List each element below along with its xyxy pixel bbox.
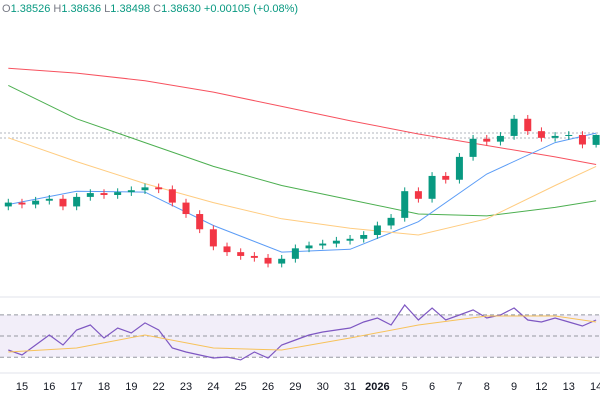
x-tick-label: 30 <box>317 381 329 393</box>
candle-body <box>565 134 573 136</box>
candle-body <box>264 257 272 264</box>
candle-body <box>537 131 545 138</box>
x-tick-label: 23 <box>180 381 192 393</box>
candle-body <box>346 238 354 241</box>
candle-body <box>196 214 204 230</box>
ohlc-label: L <box>104 3 110 15</box>
candle-body <box>291 248 299 259</box>
ohlc-value: 1.38526 <box>11 3 51 15</box>
ohlc-value: 1.38630 <box>161 3 201 15</box>
ohlc-label: H <box>53 3 61 15</box>
indicator-line <box>8 315 597 353</box>
ohlc-label: C <box>153 3 161 15</box>
candle-body <box>414 191 422 199</box>
x-tick-label: 26 <box>262 381 274 393</box>
candle-body <box>141 187 149 191</box>
candle-body <box>209 229 217 247</box>
moving-average <box>8 137 597 236</box>
candle-body <box>319 243 327 246</box>
band-fill <box>0 314 600 358</box>
x-tick-label: 22 <box>153 381 165 393</box>
x-tick-label: 17 <box>71 381 83 393</box>
candle-body <box>455 156 463 180</box>
x-tick-label: 8 <box>484 381 490 393</box>
x-tick-label: 18 <box>98 381 110 393</box>
candle-body <box>442 175 450 180</box>
x-tick-label: 9 <box>511 381 517 393</box>
candle-body <box>469 138 477 157</box>
candle-body <box>127 190 135 193</box>
x-tick-label: 31 <box>344 381 356 393</box>
x-tick-label: 29 <box>289 381 301 393</box>
ohlc-header: O1.38526 H1.38636 L1.38498 C1.38630 +0.0… <box>2 3 298 15</box>
candle-body <box>524 118 532 132</box>
ohlc-label: O <box>2 3 11 15</box>
candle-body <box>32 200 40 205</box>
candle-body <box>401 191 409 218</box>
candle-body <box>373 225 381 235</box>
candle-body <box>332 240 340 244</box>
x-tick-label: 12 <box>535 381 547 393</box>
candle-body <box>387 217 395 226</box>
candle-body <box>114 192 122 195</box>
candle-body <box>551 135 559 138</box>
x-tick-label: 19 <box>125 381 137 393</box>
candle-body <box>86 193 94 197</box>
candle-body <box>305 245 313 249</box>
ohlc-value: 1.38498 <box>110 3 150 15</box>
candle-body <box>360 234 368 239</box>
candle-body <box>237 252 245 256</box>
x-tick-label: 24 <box>207 381 219 393</box>
candle-body <box>592 134 600 145</box>
candle-body <box>100 193 108 195</box>
x-tick-label: 7 <box>456 381 462 393</box>
moving-average <box>8 84 597 217</box>
candle-body <box>428 175 436 199</box>
x-tick-label: 16 <box>43 381 55 393</box>
candle-body <box>182 202 190 215</box>
candle-body <box>59 198 67 207</box>
candle-body <box>155 187 163 190</box>
candle-body <box>578 134 586 145</box>
candle-body <box>73 196 81 207</box>
candle-body <box>496 135 504 142</box>
candle-body <box>510 118 518 136</box>
x-tick-label: 2026 <box>365 381 389 393</box>
x-tick-label: 25 <box>235 381 247 393</box>
candle-body <box>45 198 53 201</box>
ohlc-value: 1.38636 <box>61 3 101 15</box>
candle-body <box>483 138 491 142</box>
x-tick-label: 14 <box>590 381 600 393</box>
candle-body <box>278 258 286 264</box>
candle-body <box>250 255 258 258</box>
x-tick-label: 13 <box>563 381 575 393</box>
change: +0.00105 (+0.08%) <box>204 3 298 15</box>
candle-body <box>4 202 12 207</box>
x-tick-label: 15 <box>16 381 28 393</box>
x-tick-label: 5 <box>402 381 408 393</box>
x-tick-label: 6 <box>429 381 435 393</box>
candle-body <box>168 189 176 203</box>
candle-body <box>18 202 26 205</box>
candle-body <box>223 246 231 253</box>
moving-average <box>8 67 597 165</box>
moving-average <box>8 132 597 253</box>
